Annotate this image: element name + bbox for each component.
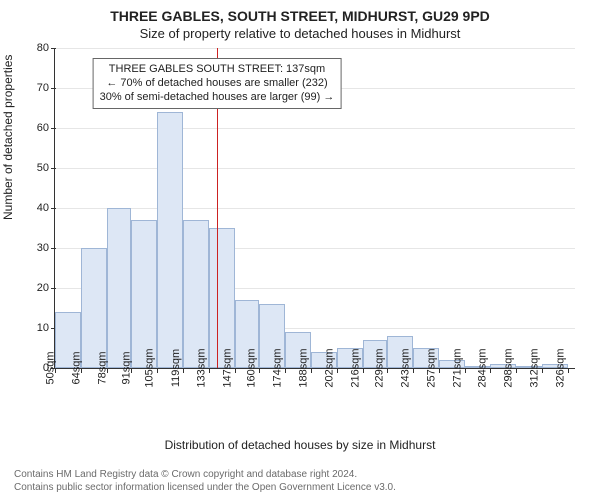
x-tick-mark [568,368,569,373]
y-tick-label: 30 [37,242,55,254]
annotation-line: ← 70% of detached houses are smaller (23… [100,77,335,91]
chart-title-main: THREE GABLES, SOUTH STREET, MIDHURST, GU… [0,8,600,24]
x-tick-mark [542,368,543,373]
x-tick-label: 257sqm [420,348,438,387]
gridline [55,128,575,129]
x-tick-label: 64sqm [64,351,82,384]
annotation-line: 30% of semi-detached houses are larger (… [100,91,335,105]
histogram-bar [157,112,183,368]
x-tick-label: 91sqm [115,351,133,384]
y-tick-label: 70 [37,82,55,94]
footer-attribution: Contains HM Land Registry data © Crown c… [14,468,592,494]
chart-container: THREE GABLES, SOUTH STREET, MIDHURST, GU… [0,0,600,500]
histogram-bar [81,248,107,368]
x-tick-mark [235,368,236,373]
y-tick-label: 20 [37,282,55,294]
y-tick-label: 50 [37,162,55,174]
x-tick-mark [183,368,184,373]
x-tick-label: 105sqm [138,348,156,387]
y-tick-label: 80 [37,42,55,54]
plot-area: 0102030405060708050sqm64sqm78sqm91sqm105… [54,48,575,369]
x-tick-label: 119sqm [164,349,182,387]
x-tick-mark [363,368,364,373]
gridline [55,208,575,209]
x-tick-label: 312sqm [522,348,540,387]
x-tick-mark [285,368,286,373]
x-tick-mark [209,368,210,373]
annotation-box: THREE GABLES SOUTH STREET: 137sqm← 70% o… [93,58,342,109]
x-tick-label: 50sqm [38,351,56,384]
x-tick-mark [439,368,440,373]
y-tick-label: 40 [37,202,55,214]
histogram-bar [107,208,131,368]
x-axis-label: Distribution of detached houses by size … [0,438,600,452]
footer-line: Contains public sector information licen… [14,481,592,494]
x-tick-mark [387,368,388,373]
x-tick-label: 271sqm [446,348,464,387]
x-tick-label: 326sqm [548,348,566,387]
x-tick-label: 160sqm [240,348,258,387]
x-tick-mark [311,368,312,373]
histogram-bar [131,220,157,368]
annotation-line: THREE GABLES SOUTH STREET: 137sqm [100,63,335,77]
x-tick-label: 202sqm [318,348,336,387]
x-tick-label: 147sqm [216,348,234,387]
y-tick-label: 60 [37,122,55,134]
x-tick-mark [490,368,491,373]
x-tick-label: 298sqm [496,348,514,387]
x-tick-label: 188sqm [292,348,310,387]
gridline [55,48,575,49]
x-tick-mark [157,368,158,373]
x-tick-label: 174sqm [266,348,284,387]
x-tick-mark [259,368,260,373]
x-tick-mark [516,368,517,373]
gridline [55,168,575,169]
x-tick-label: 133sqm [190,348,208,387]
y-axis-label: Number of detached properties [1,55,15,220]
histogram-bar [183,220,209,368]
chart-title-sub: Size of property relative to detached ho… [0,26,600,41]
footer-line: Contains HM Land Registry data © Crown c… [14,468,592,481]
x-tick-label: 243sqm [394,348,412,387]
x-tick-label: 216sqm [344,348,362,387]
y-tick-label: 10 [37,322,55,334]
x-tick-mark [413,368,414,373]
x-tick-label: 229sqm [368,348,386,387]
histogram-bar [209,228,235,368]
x-tick-mark [465,368,466,373]
x-tick-mark [337,368,338,373]
x-tick-label: 284sqm [470,348,488,387]
x-tick-label: 78sqm [90,351,108,384]
